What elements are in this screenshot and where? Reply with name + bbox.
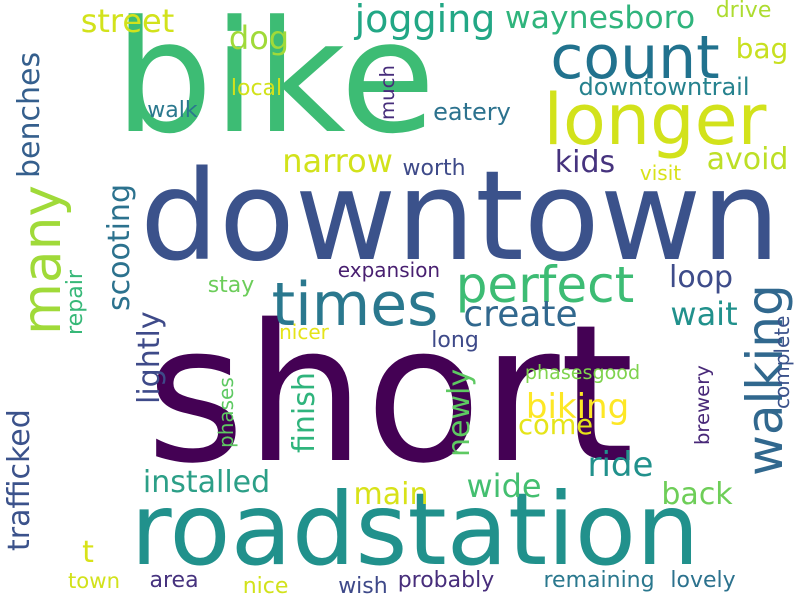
cloud-word-street: street: [80, 2, 175, 40]
cloud-word-longer: longer: [543, 79, 767, 161]
cloud-word-create: create: [463, 294, 578, 335]
cloud-word-much: much: [376, 65, 400, 120]
cloud-word-come: come: [518, 410, 594, 442]
cloud-word-perfect: perfect: [455, 256, 635, 314]
cloud-word-area: area: [149, 568, 199, 593]
cloud-word-nice: nice: [242, 574, 289, 599]
cloud-word-times: times: [271, 270, 439, 340]
cloud-word-short: short: [145, 284, 635, 505]
cloud-word-visit: visit: [639, 161, 682, 185]
cloud-word-finish: finish: [287, 372, 322, 453]
cloud-word-wish: wish: [338, 574, 388, 599]
cloud-word-worth: worth: [402, 156, 466, 181]
cloud-word-wide: wide: [466, 467, 542, 505]
cloud-word-avoid: avoid: [706, 142, 789, 177]
cloud-word-scooting: scooting: [102, 184, 137, 311]
cloud-word-stay: stay: [207, 273, 255, 298]
cloud-word-loop: loop: [669, 260, 734, 295]
cloud-word-lightly: lightly: [132, 311, 167, 404]
cloud-word-benches: benches: [12, 51, 47, 179]
cloud-word-nicer: nicer: [279, 320, 329, 344]
cloud-word-trafficked: trafficked: [2, 409, 37, 551]
cloud-word-roadstation: roadstation: [130, 471, 700, 588]
cloud-word-count: count: [550, 23, 720, 93]
cloud-word-eatery: eatery: [433, 98, 511, 126]
cloud-word-repair: repair: [62, 270, 88, 335]
cloud-word-downtowntrail: downtowntrail: [578, 73, 750, 101]
cloud-word-wait: wait: [670, 295, 738, 333]
cloud-word-bag: bag: [735, 32, 789, 65]
cloud-word-dog: dog: [228, 19, 290, 57]
cloud-word-t: t: [82, 535, 94, 570]
cloud-word-downtown: downtown: [140, 145, 781, 290]
cloud-word-local: local: [230, 76, 283, 101]
cloud-word-town: town: [68, 568, 121, 594]
cloud-word-expansion: expansion: [337, 258, 441, 282]
cloud-word-back: back: [661, 477, 733, 512]
cloud-word-bike: bike: [114, 0, 436, 168]
cloud-word-narrow: narrow: [282, 142, 393, 180]
cloud-word-main: main: [353, 477, 429, 512]
cloud-word-phasesgood: phasesgood: [524, 360, 641, 384]
cloud-word-installed: installed: [142, 465, 271, 500]
cloud-word-probably: probably: [397, 568, 495, 593]
cloud-word-biking: biking: [525, 387, 630, 427]
cloud-word-remaining: remaining: [543, 568, 655, 593]
cloud-word-walk: walk: [147, 98, 198, 123]
cloud-word-brewery: brewery: [691, 365, 715, 445]
cloud-word-long: long: [431, 328, 479, 353]
cloud-word-phases: phases: [214, 377, 238, 448]
cloud-word-kids: kids: [554, 145, 616, 180]
cloud-word-drive: drive: [715, 0, 772, 23]
cloud-word-newly: newly: [442, 368, 477, 457]
cloud-word-ride: ride: [587, 445, 654, 485]
cloud-word-lovely: lovely: [670, 568, 736, 593]
cloud-word-complete: complete: [770, 315, 794, 410]
cloud-word-waynesboro: waynesboro: [504, 0, 696, 37]
cloud-word-jogging: jogging: [354, 0, 496, 41]
